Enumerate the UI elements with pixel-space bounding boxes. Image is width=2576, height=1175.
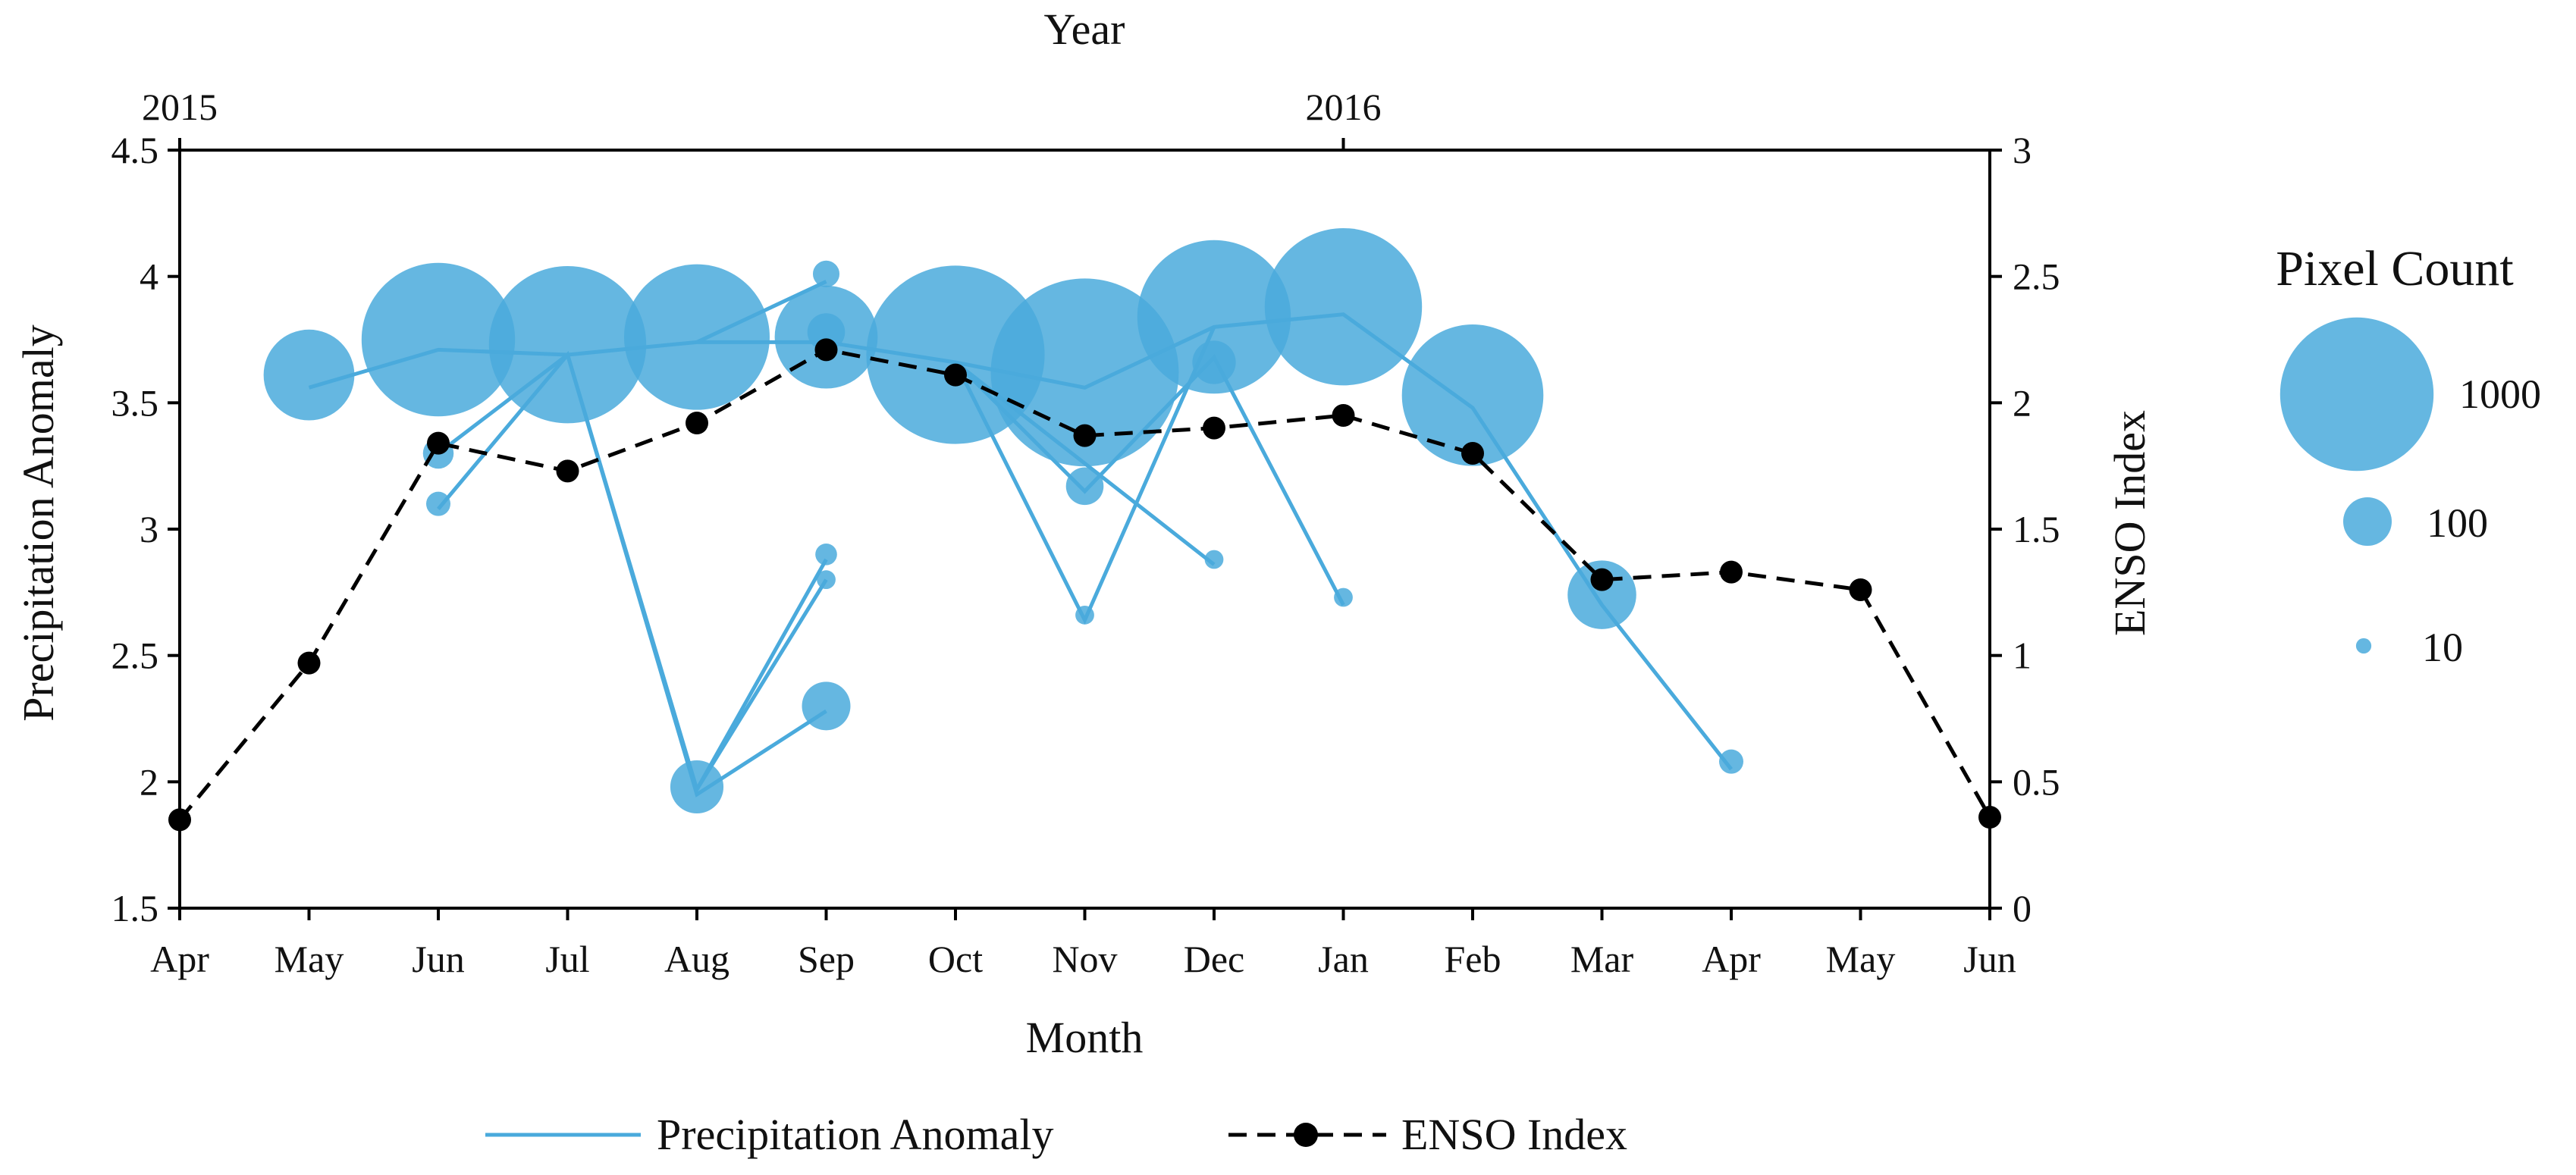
x-tick-label: Aug bbox=[664, 938, 730, 980]
bubble bbox=[990, 278, 1179, 467]
y-tick-label: 4 bbox=[140, 255, 158, 298]
legend-precip-label: Precipitation Anomaly bbox=[657, 1110, 1054, 1159]
legend-enso-label: ENSO Index bbox=[1401, 1110, 1627, 1159]
size-legend-label-1000: 1000 bbox=[2459, 371, 2541, 417]
top-axis-title: Year bbox=[1044, 5, 1125, 54]
enso-marker bbox=[1720, 560, 1743, 584]
enso-marker bbox=[556, 459, 579, 483]
enso-marker bbox=[1073, 424, 1097, 447]
x-tick-label: Jan bbox=[1318, 938, 1369, 980]
y-tick-label: 1.5 bbox=[111, 887, 159, 929]
x-tick-label: Apr bbox=[1702, 938, 1761, 980]
y-tick-label: 2.5 bbox=[111, 634, 159, 677]
x-tick-label: Jul bbox=[545, 938, 589, 980]
y-tick-label: 3 bbox=[140, 508, 158, 550]
x-tick-label: Mar bbox=[1570, 938, 1634, 980]
size-legend-bubble-100 bbox=[2343, 497, 2392, 546]
enso-marker bbox=[686, 412, 708, 434]
y2-tick-label: 2.5 bbox=[2013, 255, 2060, 298]
bubble bbox=[1204, 550, 1224, 569]
enso-marker bbox=[944, 363, 967, 387]
bubble bbox=[361, 262, 516, 417]
y2-tick-label: 0.5 bbox=[2013, 760, 2060, 803]
y-tick-label: 3.5 bbox=[111, 381, 159, 424]
size-legend-label-100: 100 bbox=[2427, 500, 2488, 546]
y-tick-label: 2 bbox=[140, 760, 158, 803]
precip-branch-line bbox=[695, 280, 827, 344]
x-tick-label: Oct bbox=[928, 938, 983, 980]
enso-marker bbox=[1461, 442, 1484, 465]
enso-line bbox=[178, 347, 1992, 821]
y2-tick-label: 2 bbox=[2013, 381, 2032, 424]
bubble bbox=[624, 264, 770, 410]
y2-tick-label: 1 bbox=[2013, 634, 2032, 677]
size-legend-bubble-10 bbox=[2355, 638, 2372, 654]
line-layer bbox=[308, 280, 1733, 797]
size-legend-bubble-1000 bbox=[2279, 317, 2434, 472]
bubble bbox=[488, 265, 647, 424]
x-tick-label: Apr bbox=[150, 938, 209, 980]
y2-axis-title: ENSO Index bbox=[2105, 410, 2154, 636]
enso-marker bbox=[427, 431, 450, 455]
legend-enso-marker bbox=[1294, 1123, 1318, 1147]
enso-marker bbox=[297, 651, 321, 675]
x-tick-label: Feb bbox=[1445, 938, 1501, 980]
enso-marker bbox=[1590, 568, 1614, 591]
bubble bbox=[1401, 324, 1544, 466]
x-tick-label: Jun bbox=[1963, 938, 2016, 980]
x-tick-label: May bbox=[275, 938, 344, 980]
x-axis-title: Month bbox=[1026, 1013, 1144, 1062]
y-axis-title: Precipitation Anomaly bbox=[14, 324, 63, 722]
enso-marker bbox=[814, 338, 838, 362]
y2-tick-label: 0 bbox=[2013, 887, 2032, 929]
bubble bbox=[812, 260, 840, 287]
top-tick-label: 2015 bbox=[142, 86, 218, 128]
top-tick-label: 2016 bbox=[1306, 86, 1382, 128]
bubble bbox=[263, 329, 355, 421]
bubble bbox=[1065, 467, 1104, 506]
x-tick-label: Sep bbox=[798, 938, 855, 980]
precip-branch-line bbox=[953, 326, 1216, 625]
y-tick-label: 4.5 bbox=[111, 129, 159, 171]
bubble bbox=[1719, 749, 1743, 774]
bubble bbox=[815, 544, 837, 566]
y2-tick-label: 3 bbox=[2013, 129, 2032, 171]
precip-branch-line bbox=[954, 361, 1216, 566]
enso-marker bbox=[1849, 578, 1872, 601]
enso-marker bbox=[1332, 404, 1355, 427]
precip-branch-line bbox=[437, 353, 569, 455]
size-legend: Pixel Count 1000 100 10 bbox=[2276, 241, 2541, 670]
precip-main-line bbox=[308, 312, 1733, 771]
precip-branch-line bbox=[695, 558, 828, 791]
size-legend-label-10: 10 bbox=[2422, 625, 2463, 670]
x-tick-label: Jun bbox=[412, 938, 464, 980]
bubble bbox=[1137, 240, 1291, 394]
size-legend-title: Pixel Count bbox=[2276, 241, 2514, 296]
precip-branch-line bbox=[954, 354, 1345, 606]
y2-tick-label: 1.5 bbox=[2013, 508, 2060, 550]
legend: Precipitation Anomaly ENSO Index bbox=[485, 1110, 1627, 1159]
enso-marker bbox=[1203, 416, 1225, 440]
bubble bbox=[1264, 227, 1423, 386]
x-tick-label: May bbox=[1826, 938, 1896, 980]
x-tick-label: Dec bbox=[1184, 938, 1245, 980]
x-tick-label: Nov bbox=[1052, 938, 1117, 980]
bubble bbox=[426, 491, 450, 516]
tick-layer: Apr May Jun Jul Aug Sep Oct Nov Dec Jan Feb Mar Apr M… bbox=[111, 86, 2060, 980]
